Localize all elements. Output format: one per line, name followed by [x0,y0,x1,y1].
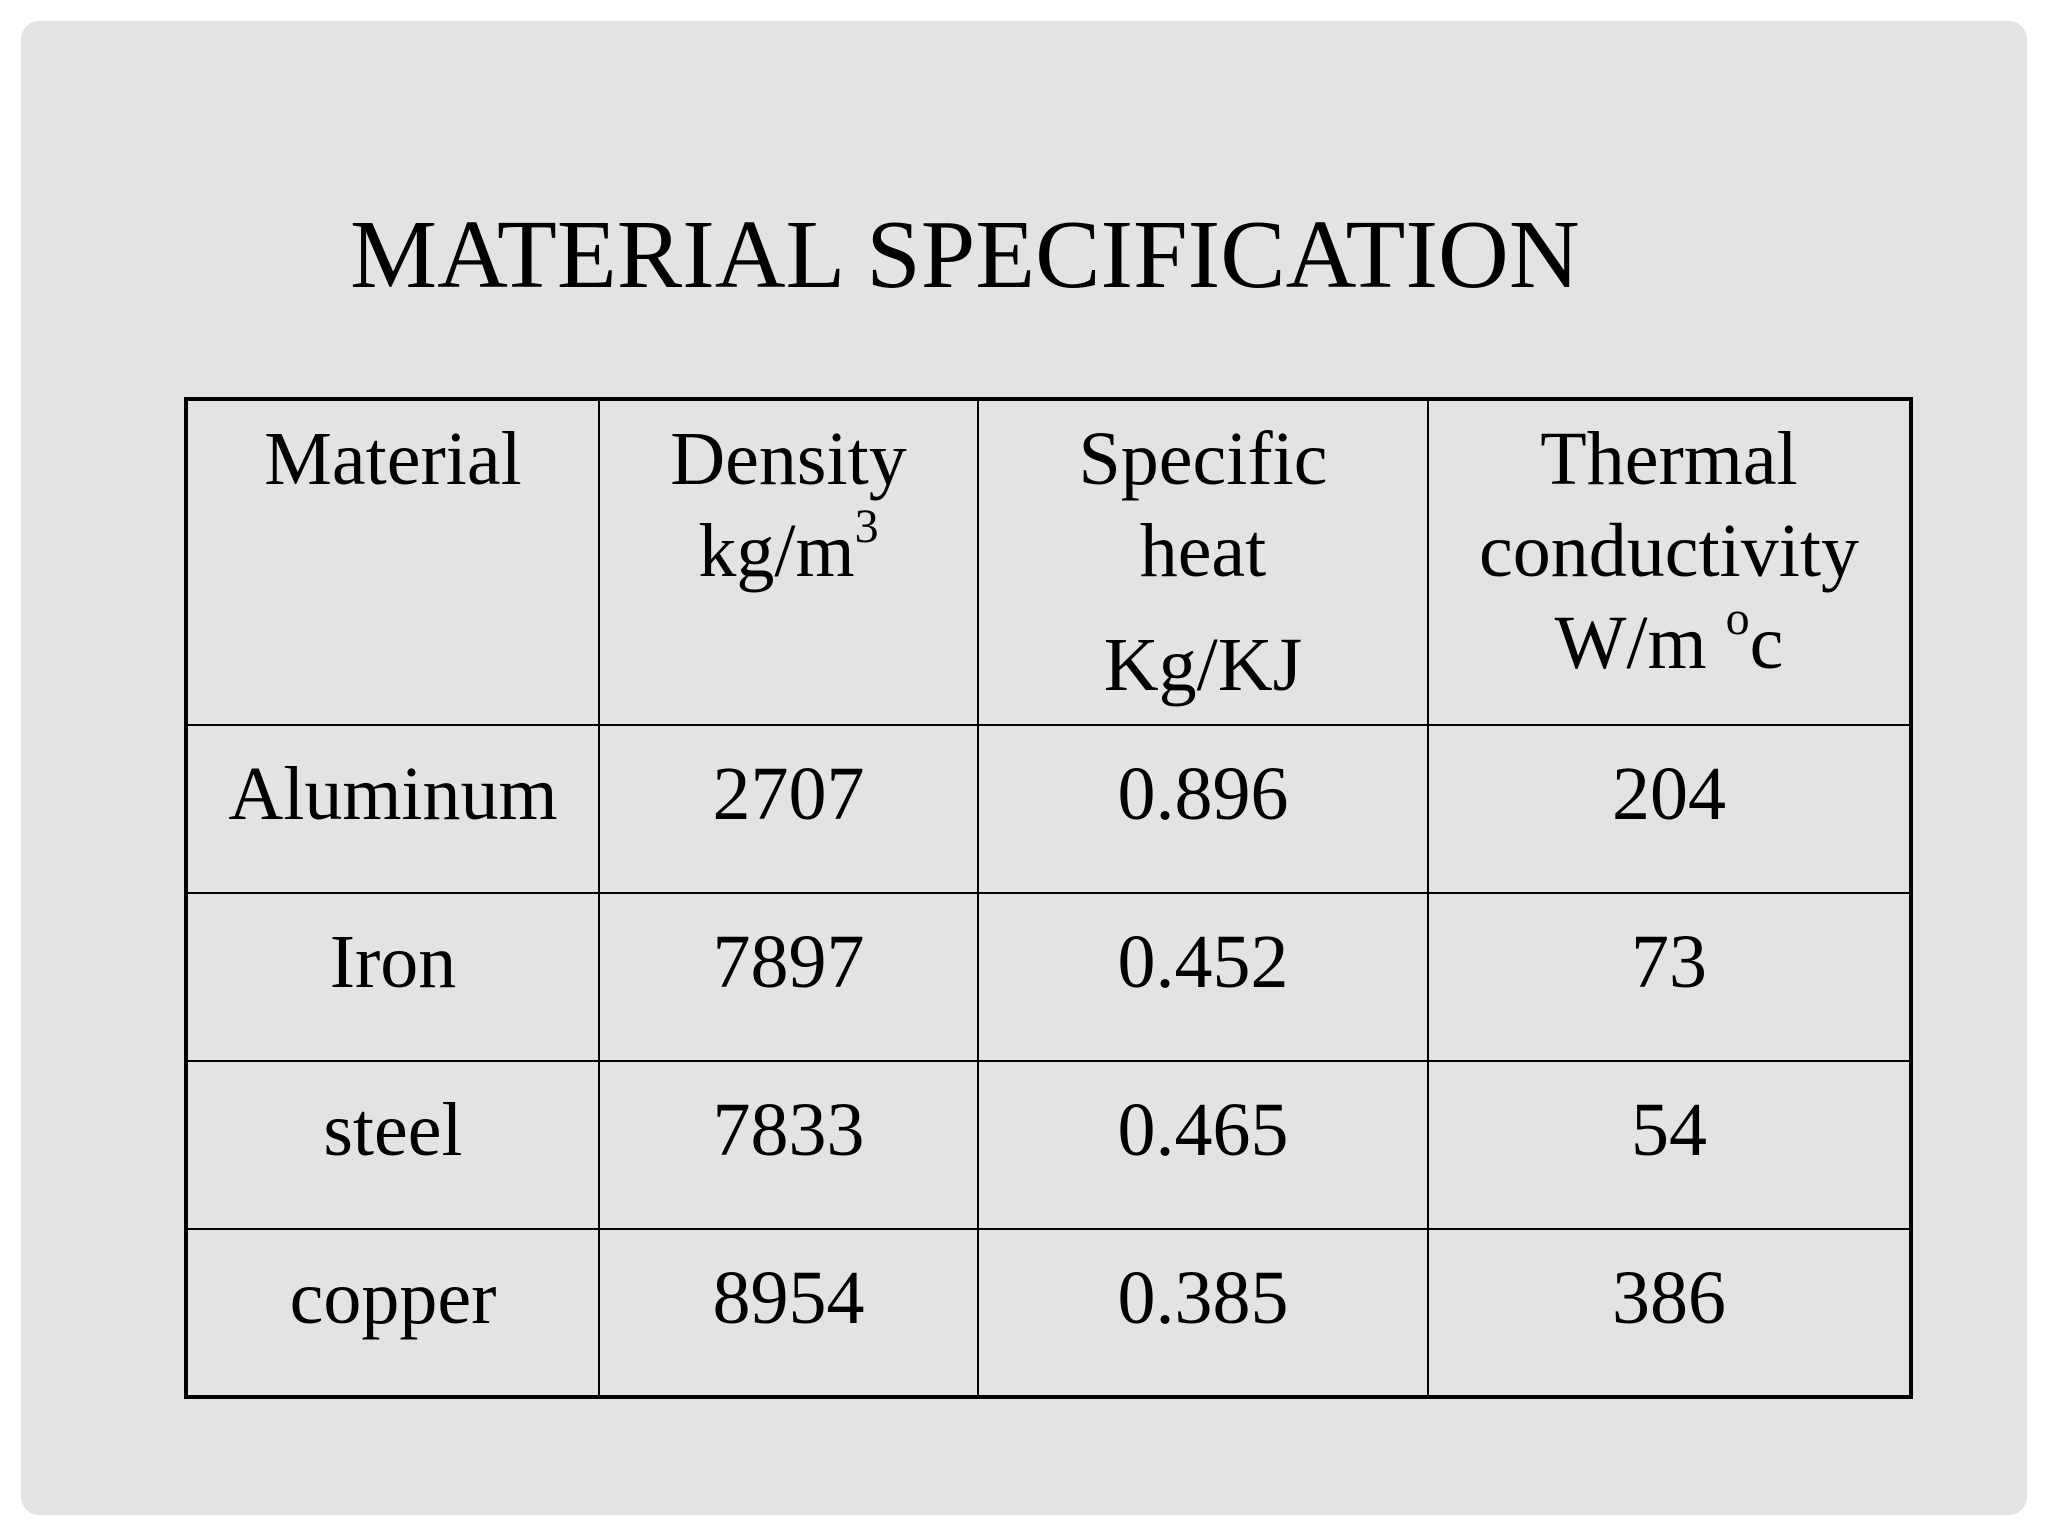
header-line: Density [600,413,977,505]
value-cell: 54 [1427,1060,1912,1230]
header-line: conductivity [1429,505,1909,597]
value-cell: 73 [1427,892,1912,1062]
header-cell: Material [185,398,600,726]
header-text: conductivity [1479,509,1859,593]
value-cell: 7833 [598,1060,979,1230]
value-cell: 204 [1427,724,1912,894]
header-row: Material Density kg/m3 Specific heat Kg/KJ The… [185,398,1912,726]
slide-title: MATERIAL SPECIFICATION [350,201,1580,309]
header-text: c [1749,601,1784,685]
value-cell: 386 [1427,1228,1912,1398]
header-text: kg/m [698,509,855,593]
value-cell: 0.385 [977,1228,1429,1398]
header-cell: Density kg/m3 [598,398,979,726]
header-line: kg/m3 [600,503,977,597]
material-cell: steel [185,1060,600,1230]
value-cell: 2707 [598,724,979,894]
material-cell: Aluminum [185,724,600,894]
superscript: 3 [854,500,879,553]
material-cell: copper [185,1228,600,1398]
table-row: copper 8954 0.385 386 [185,1228,1912,1398]
header-cell: Thermal conductivity W/m oc [1427,398,1912,726]
header-text: Kg/KJ [1103,623,1303,707]
header-text: Density [670,417,907,501]
header-text: heat [1139,509,1267,593]
header-text: Material [264,417,522,501]
value-cell: 7897 [598,892,979,1062]
spec-table: Material Density kg/m3 Specific heat Kg/KJ The… [184,397,1913,1399]
header-text: W/m [1554,601,1726,685]
value-cell: 0.452 [977,892,1429,1062]
superscript: o [1725,592,1750,645]
table-body: Aluminum 2707 0.896 204 Iron 7897 0.452 73 steel… [185,724,1912,1398]
value-cell: 8954 [598,1228,979,1398]
material-cell: Iron [185,892,600,1062]
header-line: Kg/KJ [979,619,1427,711]
table-row: steel 7833 0.465 54 [185,1060,1912,1230]
value-cell: 0.896 [977,724,1429,894]
header-cell: Specific heat Kg/KJ [977,398,1429,726]
value-cell: 0.465 [977,1060,1429,1230]
table-row: Aluminum 2707 0.896 204 [185,724,1912,894]
header-text: Thermal [1540,417,1798,501]
header-line: Thermal [1429,413,1909,505]
table-row: Iron 7897 0.452 73 [185,892,1912,1062]
header-line: Material [188,413,598,505]
header-line: Specific [979,413,1427,505]
header-text: Specific [1078,417,1328,501]
header-line: heat [979,505,1427,597]
header-line: W/m oc [1429,595,1909,689]
